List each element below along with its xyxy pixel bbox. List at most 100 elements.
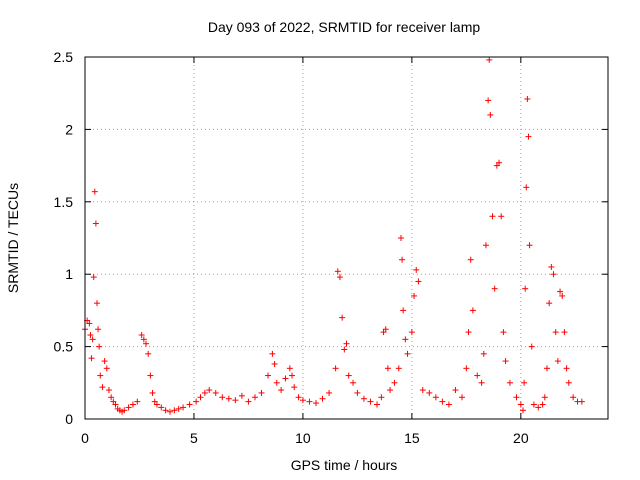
data-point (162, 407, 169, 414)
data-point (99, 384, 106, 391)
data-point (563, 365, 570, 372)
data-point (143, 340, 150, 347)
data-point (219, 394, 226, 401)
data-point (458, 394, 465, 401)
data-point (378, 394, 385, 401)
data-point (286, 365, 293, 372)
data-point (384, 365, 391, 372)
data-point (517, 401, 524, 408)
data-point (463, 365, 470, 372)
data-point (523, 184, 530, 191)
data-point (480, 350, 487, 357)
data-point (546, 300, 553, 307)
data-point (482, 242, 489, 249)
data-point (415, 278, 422, 285)
x-axis-label: GPS time / hours (291, 457, 398, 473)
data-point (367, 398, 374, 405)
data-point (559, 292, 566, 299)
data-point (345, 372, 352, 379)
data-point (399, 256, 406, 263)
data-point (413, 266, 420, 273)
data-point (295, 394, 302, 401)
x-tick-label: 0 (81, 430, 89, 446)
data-point (103, 365, 110, 372)
data-point (550, 271, 557, 278)
data-point (360, 395, 367, 402)
data-point (395, 365, 402, 372)
data-point (411, 292, 418, 299)
y-axis-label: SRMTID / TECUs (5, 183, 21, 293)
data-point (89, 336, 96, 343)
data-point (397, 235, 404, 241)
data-point (408, 329, 415, 336)
data-point (520, 407, 527, 414)
data-point (95, 326, 102, 333)
data-point (382, 326, 389, 333)
plot-frame (84, 56, 609, 420)
y-tick-label: 1 (65, 266, 73, 282)
data-point (506, 379, 513, 386)
data-point (522, 285, 529, 292)
data-point (212, 389, 219, 396)
data-point (467, 256, 474, 263)
data-point (232, 397, 239, 404)
data-point (149, 389, 156, 396)
data-point (469, 307, 476, 314)
data-point (289, 372, 296, 379)
data-point (498, 213, 505, 220)
data-point (91, 188, 98, 195)
data-point (225, 395, 232, 402)
data-point (552, 329, 559, 336)
data-point (238, 392, 245, 399)
data-point (193, 398, 200, 405)
data-point (400, 307, 407, 314)
data-point (197, 394, 204, 401)
data-point (350, 379, 357, 386)
data-point (524, 95, 531, 102)
data-point (525, 133, 532, 140)
data-point (269, 350, 276, 357)
data-point (578, 398, 585, 405)
data-point (171, 407, 178, 414)
data-point (140, 336, 147, 343)
data-point (570, 394, 577, 401)
data-point (526, 242, 533, 249)
data-point (158, 404, 165, 411)
data-point (341, 346, 348, 353)
data-point (319, 395, 326, 402)
data-point (354, 389, 361, 396)
data-point (206, 387, 213, 394)
data-point (166, 408, 173, 415)
data-point (474, 372, 481, 379)
data-point (245, 398, 252, 405)
data-point (343, 340, 350, 347)
data-point (334, 268, 341, 275)
x-tick-label: 20 (513, 430, 529, 446)
data-point (299, 397, 306, 404)
data-point (93, 300, 100, 307)
data-point (387, 387, 394, 394)
data-point (487, 111, 494, 118)
axis-ticks: 0 5 10 15 20 0 0.5 1 1.5 2 2.5 (54, 49, 608, 446)
data-point (528, 343, 535, 350)
data-points (82, 56, 585, 415)
data-point (282, 375, 289, 382)
data-point (339, 314, 346, 321)
data-point (86, 320, 93, 327)
data-point (445, 401, 452, 408)
data-point (112, 401, 119, 408)
data-point (489, 213, 496, 220)
data-point (153, 401, 160, 408)
data-point (201, 389, 208, 396)
data-point (485, 97, 492, 104)
y-tick-label: 1.5 (54, 194, 74, 210)
x-tick-label: 5 (190, 430, 198, 446)
data-point (513, 394, 520, 401)
chart-title: Day 093 of 2022, SRMTID for receiver lam… (208, 19, 481, 35)
data-point (391, 379, 398, 386)
data-point (521, 379, 528, 386)
data-point (502, 358, 509, 365)
data-point (404, 350, 411, 357)
data-point (530, 401, 537, 408)
